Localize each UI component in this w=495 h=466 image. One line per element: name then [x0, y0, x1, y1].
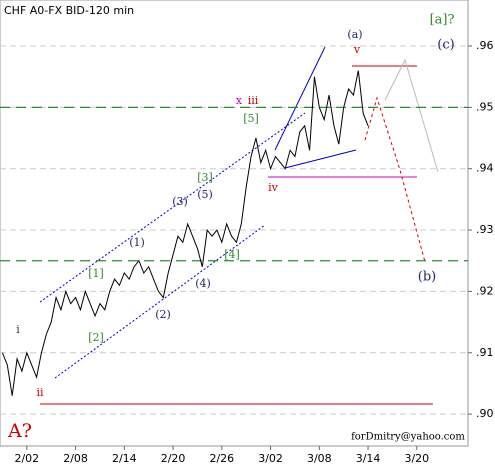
y-tick-label: .96 — [476, 39, 494, 52]
chart-title: CHF A0-FX BID-120 min — [4, 4, 134, 17]
x-tick-label: 3/02 — [258, 452, 283, 465]
wave-label: (4) — [195, 277, 211, 290]
y-tick-label: .94 — [476, 162, 494, 175]
wave-label: [3] — [197, 171, 213, 184]
price-line — [1, 70, 369, 396]
x-tick-label: 2/20 — [161, 452, 186, 465]
x-tick-label: 3/08 — [307, 452, 332, 465]
triangle-line — [274, 46, 326, 151]
y-tick-label: .91 — [476, 346, 494, 359]
wave-label: [1] — [88, 267, 104, 280]
x-tick-label: 2/14 — [112, 452, 137, 465]
wave-label: iv — [268, 181, 279, 194]
x-tick-label: 3/14 — [356, 452, 381, 465]
wave-label: ii — [36, 386, 44, 399]
wave-label: (b) — [418, 270, 436, 285]
wave-label: v — [353, 43, 361, 56]
x-tick-label: 2/08 — [63, 452, 88, 465]
wave-label: (3) — [172, 195, 188, 208]
y-tick-label: .90 — [476, 407, 494, 420]
y-tick-label: .95 — [476, 100, 494, 113]
wave-label: [4] — [224, 248, 240, 261]
y-tick-label: .93 — [476, 223, 494, 236]
x-tick-label: 2/26 — [209, 452, 234, 465]
triangle-line — [284, 149, 357, 169]
wave-label: (5) — [197, 188, 213, 201]
channel-line — [54, 224, 266, 379]
wave-label: (2) — [155, 308, 171, 321]
wave-label: [a]? — [430, 13, 455, 28]
wave-label: (1) — [129, 236, 145, 249]
x-tick-label: 2/02 — [14, 452, 39, 465]
y-tick-label: .92 — [476, 284, 494, 297]
plot-area — [0, 0, 469, 447]
wave-label: [2] — [88, 331, 104, 344]
credit: forDmitry@yahoo.com — [351, 432, 465, 443]
wave-label: (a) — [347, 28, 362, 41]
wave-label: [5] — [243, 112, 259, 125]
wave-label: (c) — [437, 38, 454, 53]
wave-label: i — [16, 323, 20, 336]
wave-label: A? — [7, 420, 32, 442]
x-tick-label: 3/20 — [404, 452, 429, 465]
forecast-path — [384, 58, 439, 173]
wave-label: iii — [248, 94, 259, 107]
wave-label: x — [236, 94, 243, 107]
